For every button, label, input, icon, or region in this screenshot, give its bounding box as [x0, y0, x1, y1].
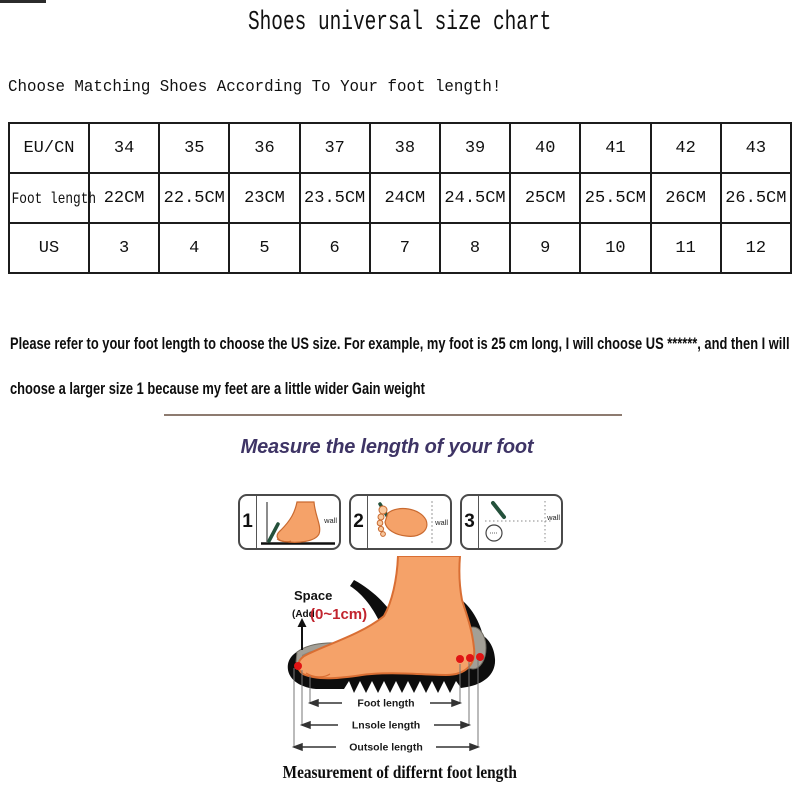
size-cell: 12	[719, 222, 793, 274]
size-cell: 24CM	[368, 172, 441, 224]
measure-step-1: 1 wall	[237, 494, 341, 550]
step-3-wall-label: wall	[546, 513, 560, 522]
foot-length-label: Foot length	[357, 698, 414, 710]
scan-artifact	[0, 0, 46, 3]
step-1-number: 1	[240, 496, 257, 548]
row-label-footlength-text: Foot length	[11, 189, 97, 208]
size-cell: 34	[87, 122, 161, 174]
table-row-footlength: Foot length 22CM 22.5CM 23CM 23.5CM 24CM…	[8, 172, 793, 224]
measure-dot-toe	[294, 662, 302, 670]
caption-wrap: Measurement of differnt foot length	[0, 762, 800, 783]
title-wrap: Shoes universal size chart	[0, 8, 800, 38]
size-cell: 8	[438, 222, 512, 274]
row-label-footlength: Foot length	[8, 172, 96, 224]
size-cell: 6	[298, 222, 371, 274]
size-cell: 38	[368, 122, 441, 174]
step-3-number: 3	[462, 496, 479, 548]
row-label-eu: EU/CN	[8, 122, 90, 174]
size-cell: 41	[579, 122, 652, 174]
insole-length-label: Lnsole length	[352, 720, 420, 732]
size-cell: 26CM	[649, 172, 722, 224]
foot-measurement-diagram: Foot length Lnsole length Outsole length…	[287, 556, 496, 754]
size-cell: 5	[228, 222, 301, 274]
step-3-art: wall	[479, 496, 561, 548]
step-1-art: wall	[257, 496, 339, 548]
size-cell: 42	[649, 122, 722, 174]
size-cell: 22CM	[87, 172, 161, 224]
note-line-1: Please refer to your foot length to choo…	[10, 335, 790, 353]
size-cell: 35	[158, 122, 231, 174]
measure-dot-heel-2	[466, 654, 474, 662]
step-2-number: 2	[351, 496, 368, 548]
step-1-foot-side-icon: wall	[260, 501, 337, 545]
section-divider	[164, 414, 622, 416]
table-row-eu: EU/CN 34 35 36 37 38 39 40 41 42 43	[8, 122, 793, 174]
arrow-label-backs	[336, 696, 436, 753]
size-cell: 39	[438, 122, 512, 174]
size-cell: 43	[719, 122, 793, 174]
measure-steps: 1 wall 2	[0, 494, 800, 550]
size-cell: 23.5CM	[298, 172, 371, 224]
size-cell: 10	[579, 222, 652, 274]
diagram-caption: Measurement of differnt foot length	[282, 762, 518, 782]
size-cell: 40	[509, 122, 582, 174]
measure-step-2: 2 wall	[348, 494, 452, 550]
row-label-us: US	[8, 222, 90, 274]
table-row-us: US 3 4 5 6 7 8 9 10 11 12	[8, 222, 793, 274]
foot-toe-line	[305, 672, 331, 678]
step-2-foot-top-icon: wall	[376, 501, 448, 543]
size-cell: 37	[298, 122, 371, 174]
size-cell: 11	[649, 222, 722, 274]
measure-dot-heel-1	[456, 655, 464, 663]
page-title: Shoes universal size chart	[248, 8, 552, 38]
step-1-wall-label: wall	[323, 516, 337, 525]
space-label: Space	[294, 588, 332, 603]
size-advice-note: Please refer to your foot length to choo…	[10, 322, 796, 412]
size-table-wrap: EU/CN 34 35 36 37 38 39 40 41 42 43 Foot…	[8, 122, 793, 274]
subtitle: Choose Matching Shoes According To Your …	[8, 78, 502, 97]
measure-heading-wrap: Measure the length of your foot	[0, 436, 787, 459]
size-cell: 7	[368, 222, 441, 274]
size-cell: 23CM	[228, 172, 301, 224]
measure-step-3: 3 wall	[459, 494, 563, 550]
size-cell: 25CM	[509, 172, 582, 224]
note-line-2: choose a larger size 1 because my feet a…	[10, 380, 425, 398]
size-table: EU/CN 34 35 36 37 38 39 40 41 42 43 Foot…	[8, 122, 793, 274]
foot-shape	[297, 556, 476, 680]
size-cell: 25.5CM	[579, 172, 652, 224]
size-cell: 9	[509, 222, 582, 274]
size-cell: 36	[228, 122, 301, 174]
step-2-art: wall	[368, 496, 450, 548]
measure-heading: Measure the length of your foot	[240, 436, 534, 458]
guide-lines	[293, 660, 479, 747]
size-cell: 22.5CM	[158, 172, 231, 224]
size-cell: 4	[158, 222, 231, 274]
add-label: (Add	[292, 609, 315, 620]
size-cell: 24.5CM	[438, 172, 512, 224]
space-up-arrow	[297, 618, 307, 650]
step-3-measure-icon: wall	[484, 501, 560, 542]
measure-dot-heel-3	[476, 653, 484, 661]
outsole-length-label: Outsole length	[349, 742, 423, 754]
step-2-wall-label: wall	[434, 518, 448, 527]
space-range-label: (0~1cm)	[310, 606, 367, 623]
size-cell: 26.5CM	[719, 172, 793, 224]
size-cell: 3	[87, 222, 161, 274]
